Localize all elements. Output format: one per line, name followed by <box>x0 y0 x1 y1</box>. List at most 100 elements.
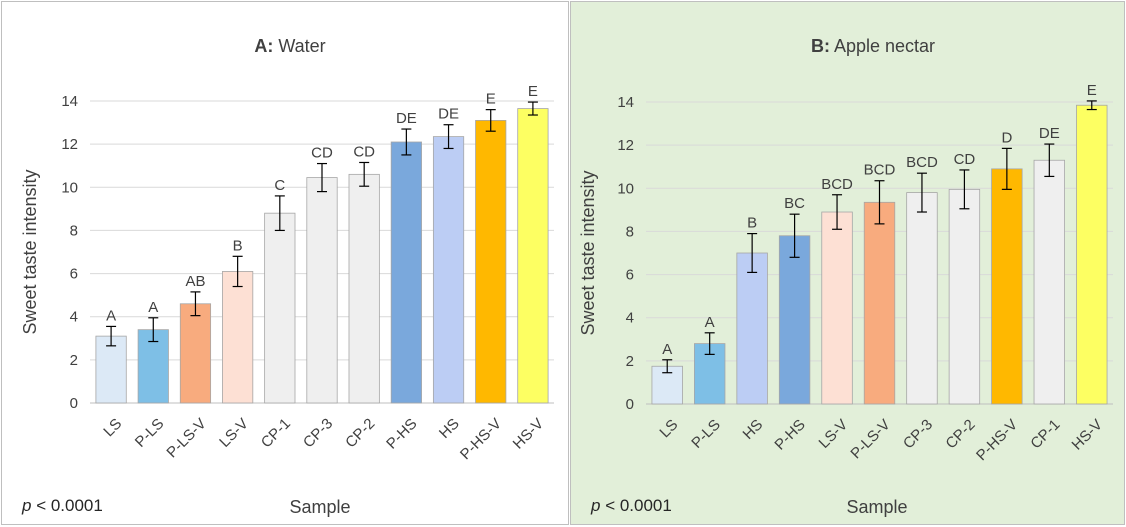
y-tick-label: 12 <box>617 137 634 154</box>
significance-letter: BCD <box>864 162 896 179</box>
x-tick-label: CP-1 <box>258 415 294 451</box>
x-tick-label: CP-3 <box>300 415 336 451</box>
p-value: < 0.0001 <box>31 496 103 515</box>
significance-letter: A <box>662 341 672 358</box>
x-tick-label: CP-2 <box>342 415 378 451</box>
x-tick-label: P-HS-V <box>973 416 1021 464</box>
x-tick-label: HS <box>740 416 767 443</box>
significance-letter: A <box>106 307 116 324</box>
x-tick-label: P-HS <box>771 416 808 453</box>
significance-letter: D <box>1001 129 1012 146</box>
bar <box>390 141 422 404</box>
chart-title: A: Water <box>254 36 325 56</box>
bar <box>432 136 465 404</box>
p-value: < 0.0001 <box>600 496 672 515</box>
significance-letter: BCD <box>821 176 853 193</box>
chart-title: B: Apple nectar <box>811 36 935 56</box>
significance-letter: A <box>148 299 158 316</box>
x-tick-label: P-HS <box>383 415 420 452</box>
bar <box>95 335 127 404</box>
x-tick-label: HS-V <box>1069 416 1106 453</box>
panel-water: A: Water 0 2 4 6 8 10 12 14 Sweet taste intensity… <box>1 1 569 525</box>
chart-water: A: Water 0 2 4 6 8 10 12 14 Sweet taste intensity… <box>20 36 554 517</box>
p-symbol: p <box>22 496 32 515</box>
panel-apple-nectar: B: Apple nectar 0 2 4 6 8 10 12 14 Sweet taste in… <box>570 1 1125 525</box>
y-tick-label: 8 <box>70 222 78 239</box>
significance-letter: BCD <box>906 154 938 171</box>
y-tick-label: 6 <box>626 267 634 284</box>
x-tick-label: HS <box>436 415 463 442</box>
bar <box>736 252 768 405</box>
x-tick-label: P-LS-V <box>847 416 893 462</box>
x-tick-label: LS-V <box>216 415 252 451</box>
chart-title-text: Apple nectar <box>830 36 935 56</box>
x-tick-label: HS-V <box>510 415 547 452</box>
p-value-footnote: p < 0.0001 <box>591 496 672 516</box>
x-tick-label: LS <box>100 415 125 440</box>
y-axis-label: Sweet taste intensity <box>578 170 598 335</box>
chart-apple-nectar: B: Apple nectar 0 2 4 6 8 10 12 14 Sweet taste in… <box>578 36 1113 517</box>
bar <box>863 201 896 405</box>
y-tick-label: 10 <box>617 180 634 197</box>
significance-letter: C <box>274 177 285 194</box>
chart-title-prefix: B: <box>811 36 830 56</box>
p-value-footnote: p < 0.0001 <box>22 496 103 516</box>
bar <box>906 192 938 405</box>
x-tick-label: LS <box>656 416 681 441</box>
y-tick-label: 0 <box>626 396 634 413</box>
x-axis-label: Sample <box>846 497 907 517</box>
significance-letter: DE <box>1039 125 1060 142</box>
significance-letter: DE <box>438 106 459 123</box>
y-tick-label: 14 <box>617 94 634 111</box>
significance-letter: B <box>233 237 243 254</box>
bar <box>948 188 981 405</box>
bar <box>778 235 811 405</box>
x-tick-label: P-LS <box>132 415 168 451</box>
y-tick-label: 4 <box>626 310 634 327</box>
bar <box>306 177 338 404</box>
significance-letter: E <box>486 91 496 108</box>
bar <box>991 168 1023 405</box>
x-tick-label: P-HS-V <box>457 415 505 463</box>
significance-letter: CD <box>954 151 976 168</box>
significance-letter: CD <box>353 143 375 160</box>
chart-title-text: Water <box>273 36 325 56</box>
significance-letter: A <box>705 314 715 331</box>
bar <box>348 173 380 404</box>
significance-letter: E <box>528 83 538 100</box>
y-tick-label: 10 <box>61 179 78 196</box>
x-tick-label: CP-3 <box>900 416 936 452</box>
significance-letter: CD <box>311 145 333 162</box>
bar <box>222 271 254 404</box>
x-tick-label: P-LS-V <box>163 415 209 461</box>
p-symbol: p <box>591 496 601 515</box>
y-tick-label: 0 <box>70 395 78 412</box>
y-tick-label: 2 <box>626 353 634 370</box>
y-tick-label: 6 <box>70 266 78 283</box>
x-tick-label: CP-1 <box>1027 416 1063 452</box>
bar <box>1033 159 1066 405</box>
y-tick-label: 14 <box>61 93 78 110</box>
significance-letter: BC <box>784 195 805 212</box>
x-tick-label: CP-2 <box>942 416 978 452</box>
significance-letter: DE <box>396 110 417 127</box>
y-tick-label: 12 <box>61 136 78 153</box>
bar <box>821 211 853 405</box>
bar <box>1076 104 1108 405</box>
significance-letter: E <box>1087 82 1097 99</box>
significance-letter: AB <box>185 273 205 290</box>
bar <box>475 120 507 404</box>
y-tick-label: 2 <box>70 352 78 369</box>
y-tick-label: 4 <box>70 309 78 326</box>
bar <box>179 303 212 404</box>
x-axis-label: Sample <box>289 497 350 517</box>
bar <box>264 212 296 404</box>
y-tick-label: 8 <box>626 223 634 240</box>
x-tick-label: LS-V <box>816 416 852 452</box>
chart-title-prefix: A: <box>254 36 273 56</box>
x-tick-label: P-LS <box>688 416 724 452</box>
significance-letter: B <box>747 215 757 232</box>
y-axis-label: Sweet taste intensity <box>20 169 40 334</box>
bar <box>517 108 549 404</box>
